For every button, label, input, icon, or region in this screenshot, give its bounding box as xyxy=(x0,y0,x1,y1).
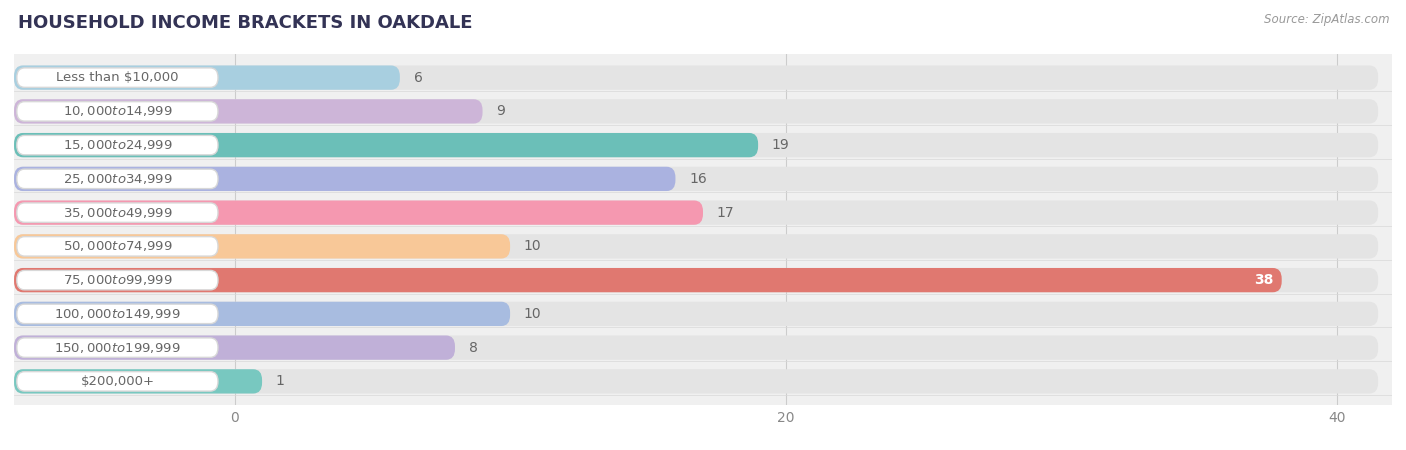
Text: 1: 1 xyxy=(276,374,285,388)
Text: 10: 10 xyxy=(524,307,541,321)
FancyBboxPatch shape xyxy=(17,304,218,324)
FancyBboxPatch shape xyxy=(14,166,1378,191)
FancyBboxPatch shape xyxy=(14,201,1378,225)
FancyBboxPatch shape xyxy=(14,336,456,360)
Text: Source: ZipAtlas.com: Source: ZipAtlas.com xyxy=(1264,14,1389,27)
FancyBboxPatch shape xyxy=(14,369,262,393)
Text: 8: 8 xyxy=(468,341,478,355)
Text: $25,000 to $34,999: $25,000 to $34,999 xyxy=(62,172,173,186)
FancyBboxPatch shape xyxy=(14,166,675,191)
Text: 16: 16 xyxy=(689,172,707,186)
Text: $75,000 to $99,999: $75,000 to $99,999 xyxy=(62,273,173,287)
Text: $100,000 to $149,999: $100,000 to $149,999 xyxy=(55,307,180,321)
FancyBboxPatch shape xyxy=(14,234,1378,258)
Text: HOUSEHOLD INCOME BRACKETS IN OAKDALE: HOUSEHOLD INCOME BRACKETS IN OAKDALE xyxy=(18,14,472,32)
Text: 17: 17 xyxy=(717,206,734,220)
FancyBboxPatch shape xyxy=(17,135,218,155)
Text: 6: 6 xyxy=(413,71,423,85)
FancyBboxPatch shape xyxy=(14,133,1378,157)
FancyBboxPatch shape xyxy=(17,68,218,87)
FancyBboxPatch shape xyxy=(17,169,218,189)
FancyBboxPatch shape xyxy=(14,268,1378,292)
Text: $15,000 to $24,999: $15,000 to $24,999 xyxy=(62,138,173,152)
FancyBboxPatch shape xyxy=(17,102,218,121)
FancyBboxPatch shape xyxy=(14,302,510,326)
FancyBboxPatch shape xyxy=(17,237,218,256)
FancyBboxPatch shape xyxy=(17,338,218,357)
FancyBboxPatch shape xyxy=(17,372,218,391)
FancyBboxPatch shape xyxy=(14,133,758,157)
FancyBboxPatch shape xyxy=(14,65,1378,90)
FancyBboxPatch shape xyxy=(14,99,482,123)
Text: 19: 19 xyxy=(772,138,790,152)
FancyBboxPatch shape xyxy=(17,270,218,290)
FancyBboxPatch shape xyxy=(14,302,1378,326)
FancyBboxPatch shape xyxy=(14,65,399,90)
FancyBboxPatch shape xyxy=(14,336,1378,360)
FancyBboxPatch shape xyxy=(14,201,703,225)
Text: $200,000+: $200,000+ xyxy=(80,375,155,388)
FancyBboxPatch shape xyxy=(14,268,1282,292)
Text: 10: 10 xyxy=(524,239,541,253)
Text: $10,000 to $14,999: $10,000 to $14,999 xyxy=(62,104,173,118)
FancyBboxPatch shape xyxy=(14,234,510,258)
FancyBboxPatch shape xyxy=(17,203,218,222)
Text: $50,000 to $74,999: $50,000 to $74,999 xyxy=(62,239,173,253)
Text: $150,000 to $199,999: $150,000 to $199,999 xyxy=(55,341,180,355)
Text: 38: 38 xyxy=(1254,273,1274,287)
Text: 9: 9 xyxy=(496,104,505,118)
Text: $35,000 to $49,999: $35,000 to $49,999 xyxy=(62,206,173,220)
FancyBboxPatch shape xyxy=(14,99,1378,123)
FancyBboxPatch shape xyxy=(14,369,1378,393)
Text: Less than $10,000: Less than $10,000 xyxy=(56,71,179,84)
